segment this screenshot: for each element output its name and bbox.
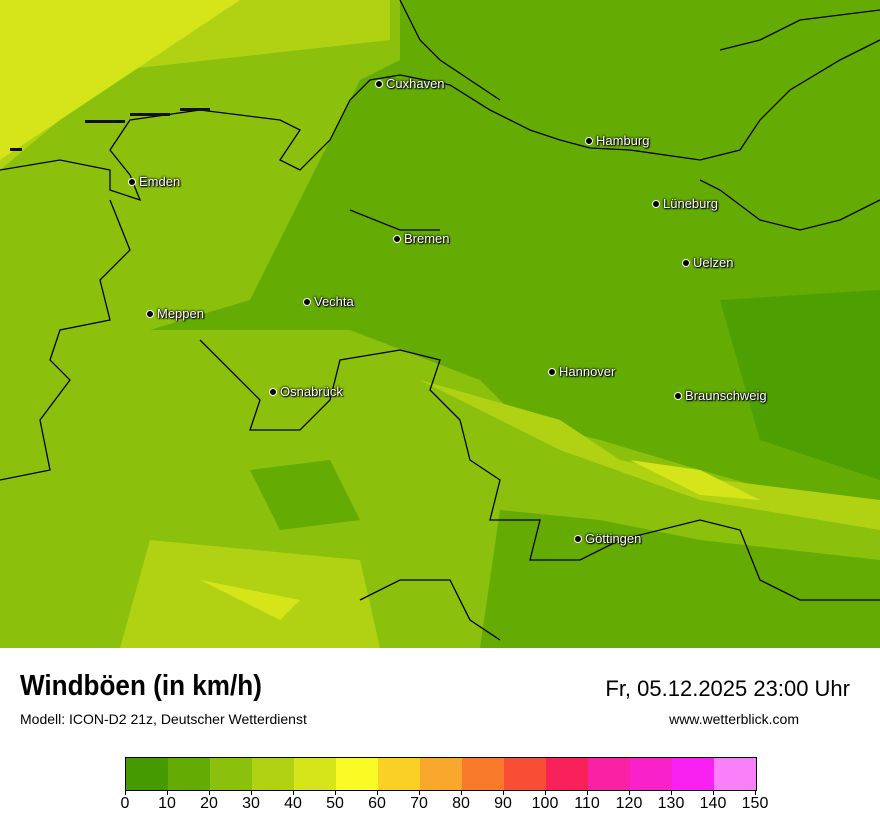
city-marker-icon [128,177,136,186]
legend-swatch [504,758,546,790]
city-goettingen: Göttingen [574,531,641,546]
legend-tick-label: 90 [494,795,512,812]
city-marker-icon [674,391,682,400]
city-braunschweig: Braunschweig [674,388,767,403]
legend-tick-mark [209,790,210,795]
legend-tick-label: 60 [368,795,386,812]
legend-tick-label: 110 [574,795,600,812]
city-label: Braunschweig [685,388,767,403]
legend-swatch [336,758,378,790]
legend-tick-mark [125,790,126,795]
city-bremen: Bremen [393,231,450,246]
legend-swatch [462,758,504,790]
legend-tick-mark [461,790,462,795]
legend-swatch [168,758,210,790]
forecast-datetime: Fr, 05.12.2025 23:00 Uhr [605,676,850,701]
city-label: Cuxhaven [386,76,445,91]
city-meppen: Meppen [146,306,204,321]
city-hamburg: Hamburg [585,133,649,148]
legend-swatch [378,758,420,790]
city-marker-icon [652,199,660,208]
city-cuxhaven: Cuxhaven [375,76,445,91]
legend-tick-label: 150 [741,795,769,812]
city-osnabrueck: Osnabrück [269,384,343,399]
legend-tick-mark [377,790,378,795]
legend-tick-label: 50 [326,795,344,812]
city-label: Lüneburg [663,196,718,211]
legend-tick-mark [503,790,504,795]
legend-tick-mark [251,790,252,795]
city-label: Uelzen [693,255,734,270]
city-label: Emden [139,174,181,189]
legend-tick-mark [587,790,588,795]
city-label: Vechta [314,294,354,309]
legend-swatch [294,758,336,790]
legend-swatch [672,758,714,790]
legend-tick-label: 140 [699,795,727,812]
city-label: Meppen [157,306,204,321]
legend-tick-mark [293,790,294,795]
model-subtitle: Modell: ICON-D2 21z, Deutscher Wetterdie… [20,711,307,727]
legend-swatch [420,758,462,790]
legend-swatch [546,758,588,790]
legend-tick-label: 20 [200,795,218,812]
legend-swatch [252,758,294,790]
city-label: Bremen [404,231,450,246]
city-emden: Emden [128,174,180,189]
city-uelzen: Uelzen [682,255,733,270]
city-marker-icon [574,534,582,543]
legend-tick-mark [755,790,756,795]
city-lueneburg: Lüneburg [652,196,718,211]
legend-swatch [588,758,630,790]
city-marker-icon [682,258,690,267]
map-title: Windböen (in km/h) [20,670,262,702]
legend-swatch [210,758,252,790]
legend-tick-mark [671,790,672,795]
legend-tick-label: 30 [242,795,260,812]
city-marker-icon [375,79,383,88]
legend-tick-label: 0 [120,795,130,812]
legend-tick-label: 100 [531,795,559,812]
website-link[interactable]: www.wetterblick.com [669,711,799,727]
city-marker-icon [303,297,311,306]
legend-tick-mark [629,790,630,795]
legend-tick-mark [335,790,336,795]
city-label: Hamburg [596,133,650,148]
color-legend-bar [125,757,757,791]
legend-tick-mark [713,790,714,795]
city-marker-icon [585,136,593,145]
wind-gust-map [0,0,880,648]
legend-swatch [126,758,168,790]
legend-swatch [630,758,672,790]
legend-tick-mark [419,790,420,795]
city-vechta: Vechta [303,294,354,309]
legend-tick-label: 130 [657,795,685,812]
legend-tick-label: 70 [410,795,428,812]
city-marker-icon [146,309,154,318]
legend-tick-mark [545,790,546,795]
legend-tick-label: 120 [615,795,643,812]
city-marker-icon [269,387,277,396]
legend-tick-label: 80 [452,795,470,812]
legend-swatch [714,758,756,790]
city-label: Hannover [559,364,616,379]
city-label: Göttingen [585,531,642,546]
legend-tick-label: 10 [158,795,176,812]
city-marker-icon [393,234,401,243]
city-marker-icon [548,367,556,376]
legend-tick-label: 40 [284,795,302,812]
city-hannover: Hannover [548,364,615,379]
legend-tick-mark [167,790,168,795]
city-label: Osnabrück [280,384,343,399]
